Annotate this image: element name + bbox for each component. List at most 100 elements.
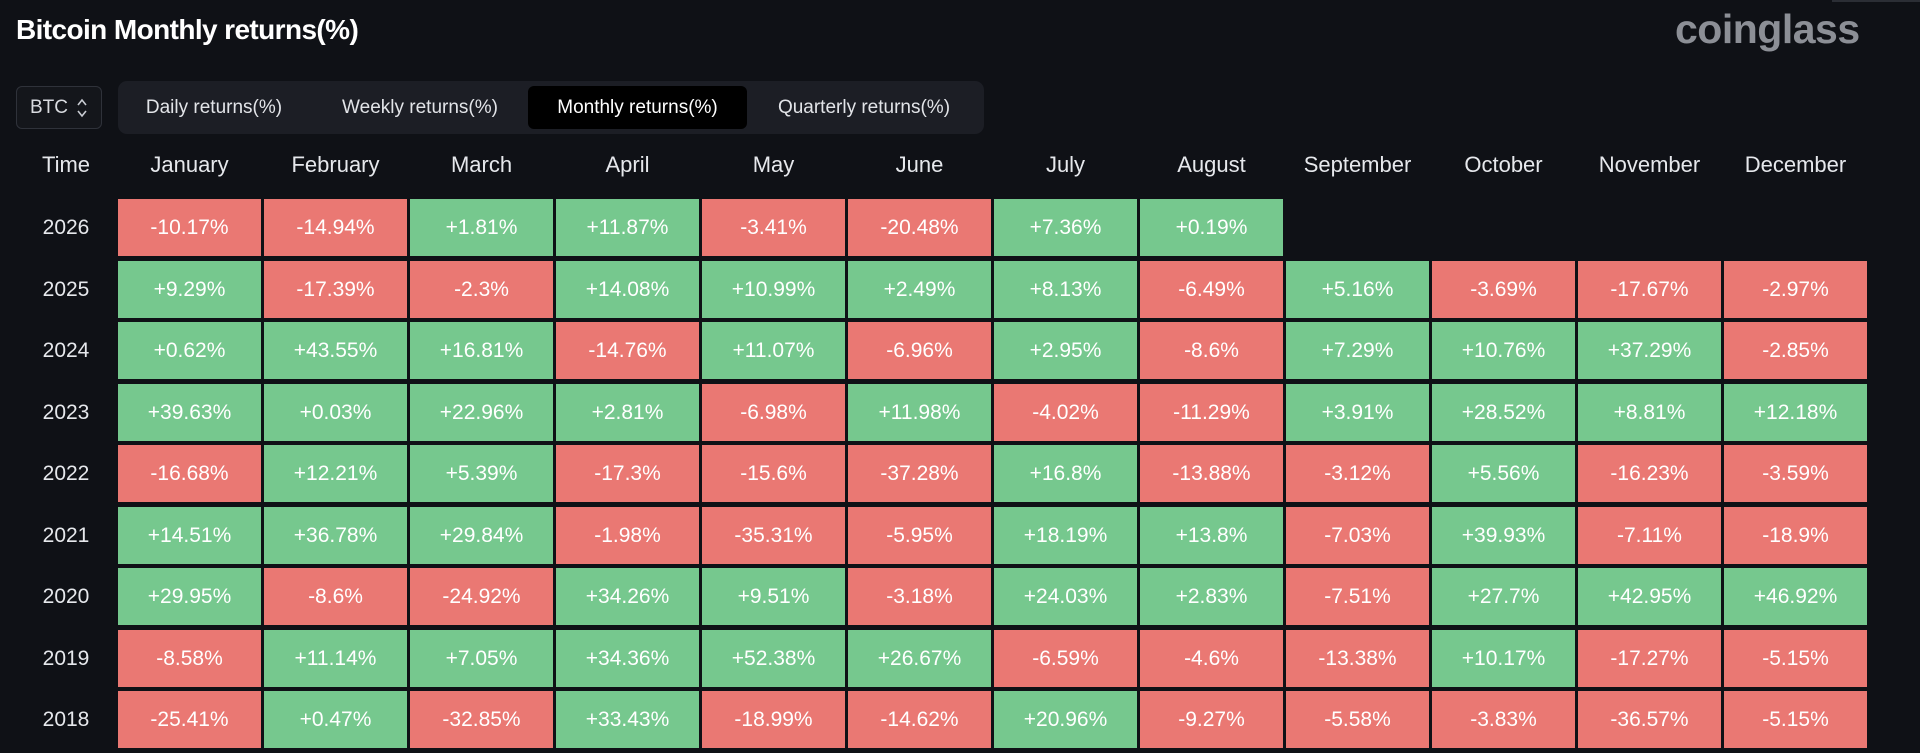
return-cell: +14.08%	[556, 261, 699, 318]
month-header-march: March	[450, 152, 513, 177]
return-cell: +0.47%	[264, 691, 407, 748]
return-cell: -9.27%	[1140, 691, 1283, 748]
return-cell: +0.62%	[118, 322, 261, 379]
return-cell: +11.87%	[556, 199, 699, 256]
return-cell: -36.57%	[1578, 691, 1721, 748]
return-cell: +5.16%	[1286, 261, 1429, 318]
return-cell: -5.15%	[1724, 691, 1867, 748]
return-cell: +20.96%	[994, 691, 1137, 748]
month-header-june: June	[895, 152, 944, 177]
year-label: 2026	[42, 216, 90, 239]
return-cell: -5.15%	[1724, 630, 1867, 687]
year-label: 2019	[42, 647, 90, 670]
return-cell: -35.31%	[702, 507, 845, 564]
return-cell: -4.02%	[994, 384, 1137, 441]
return-cell: -3.12%	[1286, 445, 1429, 502]
return-cell: -14.76%	[556, 322, 699, 379]
year-label: 2025	[42, 278, 90, 301]
return-cell: +2.49%	[848, 261, 991, 318]
return-cell: -3.59%	[1724, 445, 1867, 502]
tab-label: Quarterly returns(%)	[777, 96, 951, 118]
return-cell: +7.29%	[1286, 322, 1429, 379]
return-cell: +14.51%	[118, 507, 261, 564]
return-cell: +29.84%	[410, 507, 553, 564]
return-cell: -3.41%	[702, 199, 845, 256]
return-cell: +39.93%	[1432, 507, 1575, 564]
return-cell: +36.78%	[264, 507, 407, 564]
month-header-october: October	[1464, 152, 1543, 177]
coinglass-logo[interactable]: coinglass	[1675, 6, 1860, 52]
return-cell: +10.76%	[1432, 322, 1575, 379]
return-cell: +33.43%	[556, 691, 699, 748]
return-cell: +16.81%	[410, 322, 553, 379]
return-cell: +43.55%	[264, 322, 407, 379]
return-cell: -17.27%	[1578, 630, 1721, 687]
year-label: 2022	[42, 462, 90, 485]
year-label: 2024	[42, 339, 90, 362]
return-cell: -1.98%	[556, 507, 699, 564]
return-cell: -2.3%	[410, 261, 553, 318]
return-cell: -13.88%	[1140, 445, 1283, 502]
return-cell: +12.21%	[264, 445, 407, 502]
return-cell: -13.38%	[1286, 630, 1429, 687]
return-cell: -37.28%	[848, 445, 991, 502]
return-cell: +46.92%	[1724, 568, 1867, 625]
return-cell: +18.19%	[994, 507, 1137, 564]
return-cell: +9.29%	[118, 261, 261, 318]
year-label: 2018	[42, 708, 90, 731]
return-cell: -16.23%	[1578, 445, 1721, 502]
return-cell: -18.9%	[1724, 507, 1867, 564]
tab-weekly-returns[interactable]: Weekly returns(%)	[308, 86, 532, 129]
month-header-february: February	[291, 152, 380, 177]
return-cell: +2.83%	[1140, 568, 1283, 625]
tab-quarterly-returns[interactable]: Quarterly returns(%)	[749, 86, 979, 129]
return-cell: -15.6%	[702, 445, 845, 502]
return-cell: +11.07%	[702, 322, 845, 379]
return-cell: -17.39%	[264, 261, 407, 318]
year-label: 2023	[42, 401, 90, 424]
return-cell: +27.7%	[1432, 568, 1575, 625]
tab-label: Weekly returns(%)	[342, 96, 498, 118]
month-header-september: September	[1303, 152, 1412, 177]
return-cell: -24.92%	[410, 568, 553, 625]
return-cell: -10.17%	[118, 199, 261, 256]
asset-select[interactable]: BTC	[16, 86, 102, 129]
tab-daily-returns[interactable]: Daily returns(%)	[123, 86, 305, 129]
return-cell: +11.98%	[848, 384, 991, 441]
month-header-november: November	[1598, 152, 1701, 177]
return-cell: -5.58%	[1286, 691, 1429, 748]
return-cell: -3.18%	[848, 568, 991, 625]
return-cell: +5.56%	[1432, 445, 1575, 502]
tab-label: Daily returns(%)	[145, 96, 283, 118]
page-title: Bitcoin Monthly returns(%)	[16, 14, 359, 45]
return-cell: +42.95%	[1578, 568, 1721, 625]
return-cell: -4.6%	[1140, 630, 1283, 687]
return-cell: +37.29%	[1578, 322, 1721, 379]
return-cell: +1.81%	[410, 199, 553, 256]
return-cell: -6.96%	[848, 322, 991, 379]
return-cell: -17.67%	[1578, 261, 1721, 318]
return-cell: -2.97%	[1724, 261, 1867, 318]
return-cell: -18.99%	[702, 691, 845, 748]
tab-monthly-returns[interactable]: Monthly returns(%)	[528, 86, 747, 129]
return-cell: -3.69%	[1432, 261, 1575, 318]
return-cell: +8.13%	[994, 261, 1137, 318]
return-cell: +0.03%	[264, 384, 407, 441]
month-header-december: December	[1744, 152, 1847, 177]
year-label: 2021	[42, 524, 90, 547]
return-cell: -11.29%	[1140, 384, 1283, 441]
return-cell: -6.98%	[702, 384, 845, 441]
return-cell: +10.17%	[1432, 630, 1575, 687]
return-cell: -17.3%	[556, 445, 699, 502]
return-cell: -6.49%	[1140, 261, 1283, 318]
return-cell: +34.36%	[556, 630, 699, 687]
tab-label: Monthly returns(%)	[557, 96, 718, 118]
return-cell: -8.6%	[264, 568, 407, 625]
return-cell: -7.51%	[1286, 568, 1429, 625]
return-cell: +13.8%	[1140, 507, 1283, 564]
month-header-may: May	[752, 152, 795, 177]
corner-divider	[1832, 0, 1920, 2]
return-cell: +2.95%	[994, 322, 1137, 379]
month-header-july: July	[1045, 152, 1086, 177]
